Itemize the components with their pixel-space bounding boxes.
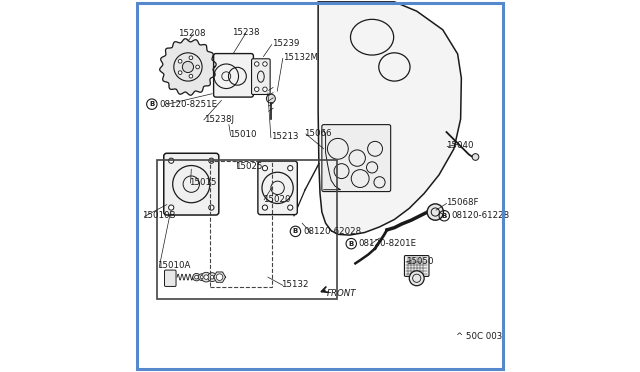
Circle shape [410,271,424,286]
Bar [211,161,271,287]
Text: 08120-8251E: 08120-8251E [159,100,218,109]
Circle shape [179,60,182,63]
Circle shape [262,205,268,210]
Circle shape [204,275,209,279]
Text: B: B [149,101,154,107]
FancyBboxPatch shape [164,270,176,286]
Bar [157,160,337,299]
Circle shape [255,87,259,92]
Text: 15020: 15020 [264,195,291,203]
Circle shape [427,204,444,220]
Circle shape [266,94,275,103]
Text: 15238J: 15238J [204,115,234,124]
FancyBboxPatch shape [164,153,219,215]
Polygon shape [318,2,461,235]
Text: 15213: 15213 [271,132,298,141]
Circle shape [193,273,200,281]
Text: B: B [293,228,298,234]
Text: 08120-62028: 08120-62028 [303,227,361,236]
Text: 15010B: 15010B [142,211,176,220]
Text: 08120-61228: 08120-61228 [452,211,510,220]
Circle shape [262,62,267,66]
Polygon shape [214,272,225,282]
Circle shape [287,205,293,210]
Text: 15066: 15066 [305,129,332,138]
Circle shape [255,62,259,66]
Circle shape [287,166,293,171]
Polygon shape [160,39,216,95]
Circle shape [209,205,214,210]
Text: FRONT: FRONT [326,289,356,298]
Text: 15068F: 15068F [445,198,478,207]
Circle shape [196,65,200,69]
Text: 15132M: 15132M [283,53,318,62]
Circle shape [472,154,479,160]
Text: 08120-8201E: 08120-8201E [358,239,417,248]
Text: 15239: 15239 [271,39,299,48]
Text: 15015: 15015 [189,178,216,187]
FancyBboxPatch shape [252,59,270,94]
Text: 15208: 15208 [178,29,205,38]
Text: B: B [442,213,447,219]
Text: 15040: 15040 [447,141,474,150]
Circle shape [179,71,182,74]
Circle shape [182,61,193,73]
FancyBboxPatch shape [322,125,390,192]
Text: 15050: 15050 [406,257,433,266]
FancyBboxPatch shape [214,54,253,97]
Circle shape [198,274,205,280]
Circle shape [262,166,268,171]
Circle shape [202,272,211,282]
FancyBboxPatch shape [404,256,429,276]
Text: 15010: 15010 [229,130,257,139]
Text: 15025: 15025 [235,162,262,171]
Text: ^ 50C 003: ^ 50C 003 [456,332,502,341]
Circle shape [262,87,267,92]
Text: 15238: 15238 [232,28,259,37]
Circle shape [211,275,214,279]
Text: 15010A: 15010A [157,262,191,270]
Circle shape [209,158,214,163]
Text: 15132: 15132 [282,280,309,289]
Circle shape [216,274,223,280]
FancyBboxPatch shape [258,161,298,215]
Circle shape [168,158,174,163]
Circle shape [195,275,198,279]
Circle shape [189,56,193,60]
Circle shape [189,74,193,78]
Circle shape [207,273,216,282]
Circle shape [168,205,174,210]
Text: B: B [349,241,354,247]
Circle shape [200,276,203,279]
